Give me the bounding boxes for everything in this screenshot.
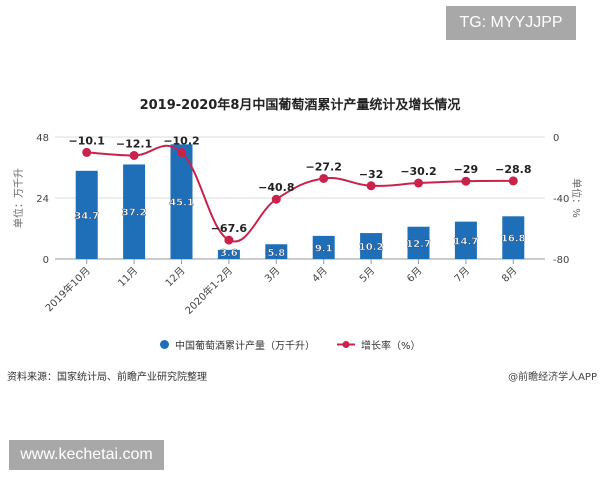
bar bbox=[265, 244, 288, 259]
bar bbox=[75, 170, 98, 259]
line-data-label: −28.8 bbox=[495, 163, 531, 176]
line-data-label: −12.1 bbox=[116, 137, 152, 150]
x-tick-label: 12月 bbox=[163, 265, 188, 290]
y-right-tick-label: -40 bbox=[553, 194, 569, 205]
bar bbox=[217, 249, 240, 259]
line-point bbox=[224, 235, 234, 245]
legend-line-marker-icon bbox=[337, 341, 355, 348]
line-point bbox=[271, 194, 281, 204]
credit: @前瞻经济学人APP bbox=[508, 372, 597, 383]
line-point bbox=[82, 147, 92, 157]
legend-item-growth[interactable]: 增长率（%） bbox=[337, 337, 421, 352]
x-tick-label: 2019年10月 bbox=[42, 264, 92, 314]
bar bbox=[360, 233, 383, 259]
bar bbox=[312, 235, 335, 259]
bar bbox=[454, 221, 477, 259]
legend: 中国葡萄酒累计产量（万千升） 增长率（%） bbox=[160, 337, 421, 352]
y-right-axis-label: 单位：% bbox=[570, 178, 583, 218]
bar-data-label: 45.1 bbox=[169, 198, 194, 209]
y-left-tick-label: 0 bbox=[43, 255, 49, 266]
x-tick-label: 4月 bbox=[310, 265, 330, 285]
bar-data-label: 16.8 bbox=[501, 234, 526, 245]
watermark-site: www.kechetai.com bbox=[9, 440, 164, 470]
x-tick-label: 11月 bbox=[116, 265, 141, 290]
x-tick-label: 6月 bbox=[405, 265, 425, 285]
bar-data-label: 34.7 bbox=[74, 211, 99, 222]
line-data-label: −10.1 bbox=[69, 134, 105, 147]
line-point bbox=[177, 148, 186, 158]
chart-title: 2019-2020年8月中国葡萄酒累计产量统计及增长情况 bbox=[139, 98, 461, 113]
line-data-label: −27.2 bbox=[306, 160, 342, 173]
bar-data-label: 14.7 bbox=[454, 236, 479, 247]
line-data-label: −29 bbox=[454, 163, 479, 176]
line-point bbox=[508, 176, 518, 186]
bar-data-label: 37.2 bbox=[122, 208, 147, 219]
x-tick-label: 8月 bbox=[499, 265, 519, 285]
y-left-axis-label: 单位：万千升 bbox=[12, 168, 25, 228]
line-data-label: −32 bbox=[359, 168, 384, 181]
bar bbox=[502, 216, 525, 259]
x-tick-label: 7月 bbox=[452, 265, 472, 285]
line-data-label: −10.2 bbox=[163, 135, 199, 148]
growth-line bbox=[86, 144, 514, 243]
line-point bbox=[461, 176, 471, 186]
watermark-tg: TG: MYYJJPP bbox=[446, 6, 576, 40]
bar bbox=[407, 226, 430, 259]
line-point bbox=[129, 150, 139, 160]
bar-data-label: 3.6 bbox=[220, 248, 238, 259]
bar-data-label: 5.8 bbox=[267, 248, 285, 259]
bar bbox=[170, 144, 193, 259]
bar bbox=[123, 164, 146, 259]
bar-data-label: 12.7 bbox=[406, 239, 431, 250]
bar-data-label: 10.2 bbox=[359, 242, 384, 253]
x-tick-label: 3月 bbox=[262, 265, 282, 285]
y-left-tick-label: 24 bbox=[36, 194, 49, 205]
line-point bbox=[319, 173, 329, 183]
bar-data-label: 9.1 bbox=[315, 243, 333, 254]
line-data-label: −30.2 bbox=[400, 165, 436, 178]
source-note: 资料来源：国家统计局、前瞻产业研究院整理 bbox=[7, 372, 207, 383]
x-tick-label: 5月 bbox=[357, 265, 377, 285]
x-tick-label: 2020年1-2月 bbox=[182, 264, 235, 317]
line-point bbox=[366, 181, 376, 191]
line-point bbox=[414, 178, 423, 188]
legend-circle-icon bbox=[160, 340, 169, 349]
line-data-label: −67.6 bbox=[211, 222, 248, 235]
y-left-tick-label: 48 bbox=[36, 133, 49, 144]
line-data-label: −40.8 bbox=[258, 181, 294, 194]
y-right-tick-label: 0 bbox=[553, 133, 559, 144]
legend-item-production[interactable]: 中国葡萄酒累计产量（万千升） bbox=[160, 337, 315, 352]
y-right-tick-label: -80 bbox=[553, 255, 569, 266]
